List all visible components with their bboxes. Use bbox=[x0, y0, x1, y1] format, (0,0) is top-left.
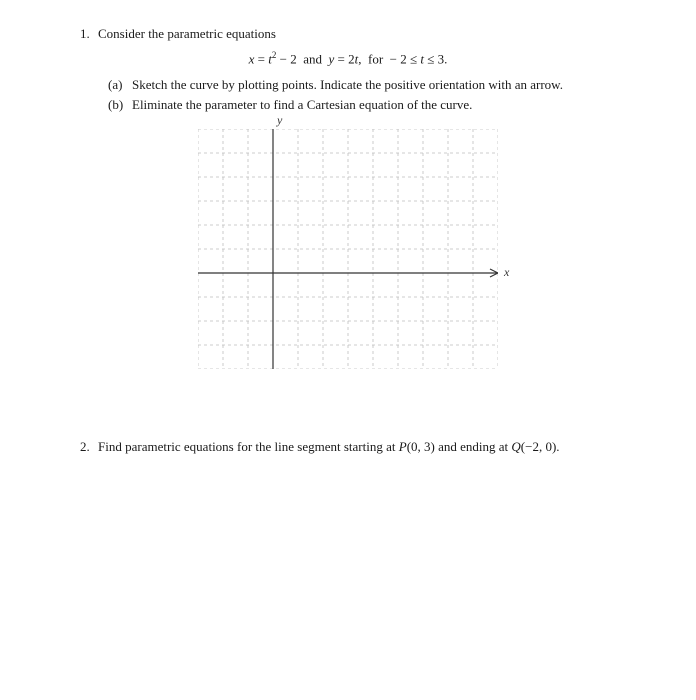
x-axis-label: x bbox=[504, 265, 509, 280]
problem-1-intro: Consider the parametric equations bbox=[98, 26, 616, 42]
problem-1: 1. Consider the parametric equations x =… bbox=[80, 26, 616, 369]
problem-1a: (a) Sketch the curve by plotting points.… bbox=[108, 77, 616, 93]
problem-2-number: 2. bbox=[80, 439, 98, 455]
problem-2-row: 2. Find parametric equations for the lin… bbox=[80, 439, 616, 455]
problem-1-header: 1. Consider the parametric equations bbox=[80, 26, 616, 42]
problem-2: 2. Find parametric equations for the lin… bbox=[80, 439, 616, 455]
page: 1. Consider the parametric equations x =… bbox=[0, 0, 696, 455]
problem-1b-text: Eliminate the parameter to find a Cartes… bbox=[132, 97, 472, 113]
problem-1a-text: Sketch the curve by plotting points. Ind… bbox=[132, 77, 563, 93]
coordinate-grid: y x bbox=[198, 129, 498, 369]
problem-1b-label: (b) bbox=[108, 97, 132, 113]
problem-1-subitems: (a) Sketch the curve by plotting points.… bbox=[108, 77, 616, 113]
problem-1-number: 1. bbox=[80, 26, 98, 42]
problem-1-equation: x = t2 − 2 and y = 2t, for − 2 ≤ t ≤ 3. bbox=[80, 50, 616, 67]
problem-2-text: Find parametric equations for the line s… bbox=[98, 439, 616, 455]
graph-container: y x bbox=[80, 129, 616, 369]
problem-1b: (b) Eliminate the parameter to find a Ca… bbox=[108, 97, 616, 113]
problem-1a-label: (a) bbox=[108, 77, 132, 93]
y-axis-label: y bbox=[277, 113, 282, 128]
